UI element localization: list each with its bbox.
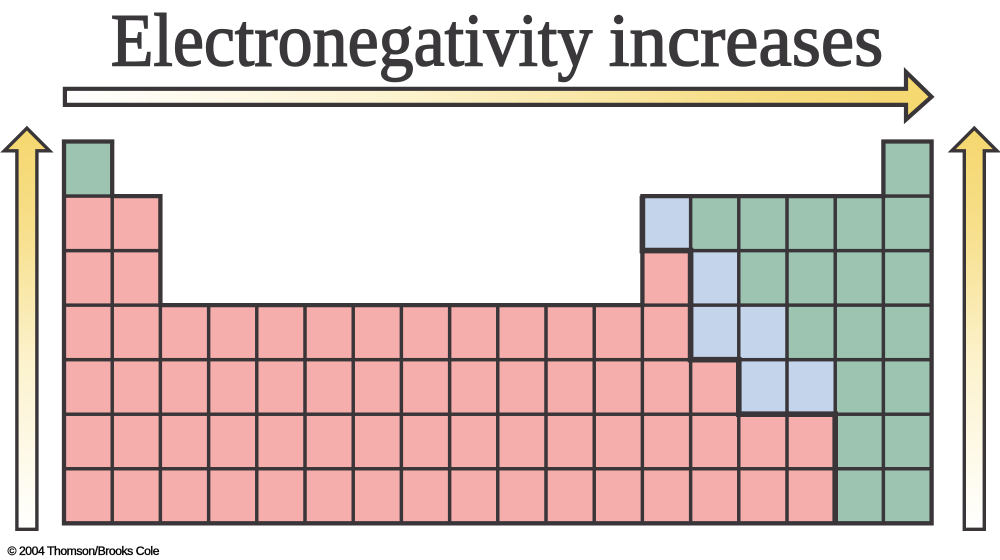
- svg-text:© 2004 Thomson/Brooks Cole: © 2004 Thomson/Brooks Cole: [8, 544, 160, 558]
- svg-text:Electronegativity: Electronegativity: [111, 0, 593, 83]
- svg-text:increases: increases: [609, 0, 884, 83]
